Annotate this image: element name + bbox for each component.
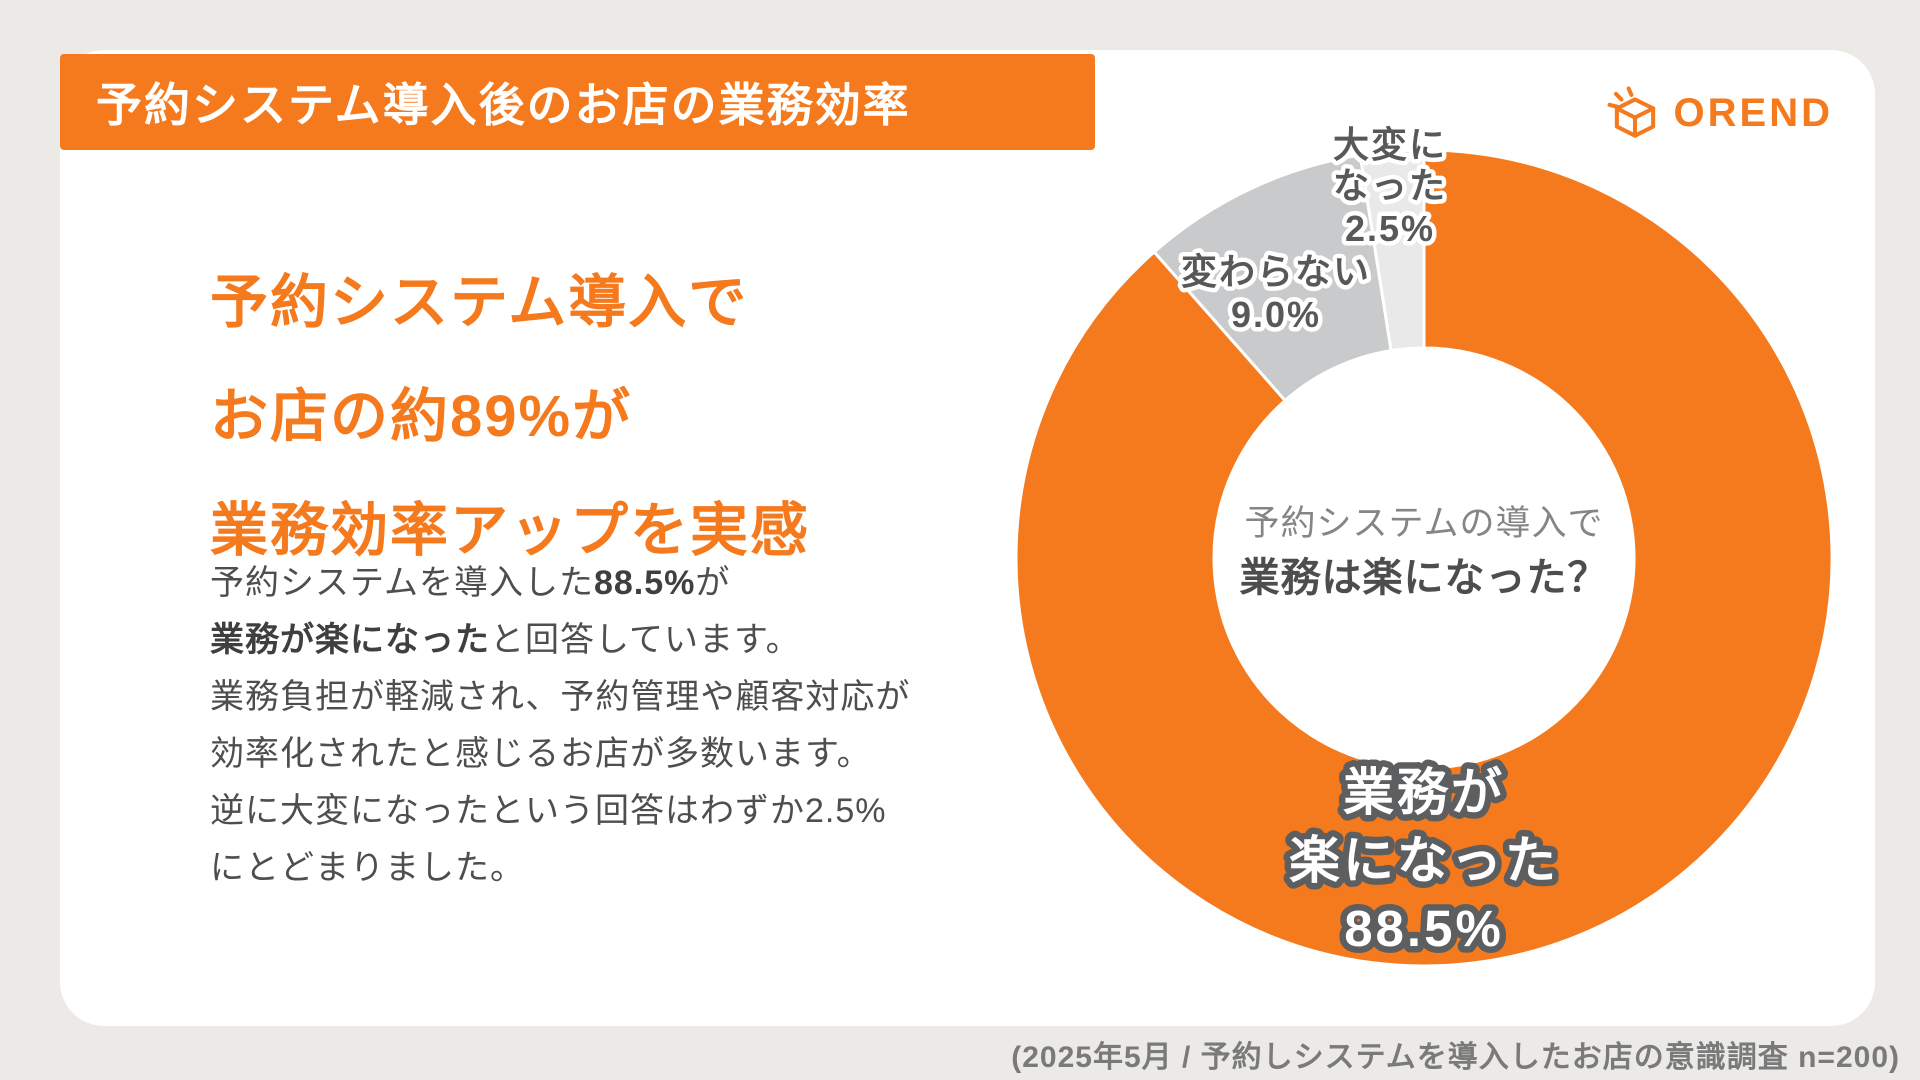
- donut-slice: [1358, 148, 1426, 353]
- desc-segment: 効率化されたと感じるお店が多数います。: [210, 735, 872, 773]
- desc-segment: と回答しています。: [490, 621, 801, 659]
- svg-text:大変に: 大変に: [1333, 124, 1447, 165]
- svg-text:業務は楽になった？: 業務は楽になった？: [1240, 556, 1609, 600]
- headline-line-3: 業務効率アップを実感: [210, 498, 811, 563]
- donut-slices: [1014, 148, 1834, 968]
- svg-text:9.0%: 9.0%: [1231, 294, 1321, 335]
- svg-text:88.5%: 88.5%: [1344, 900, 1504, 957]
- donut-chart-svg: 大変に なった 2.5% 変わらない 9.0% 予約システムの導入で 業務は楽に…: [1014, 120, 1834, 968]
- svg-text:変わらない: 変わらない: [1181, 251, 1371, 292]
- svg-text:楽になった: 楽になった: [1289, 832, 1559, 889]
- desc-segment: 業務負担が軽減され、予約管理や顧客対応が: [210, 678, 911, 716]
- slice-label-easy: 業務が 楽になった 88.5%: [1282, 758, 1562, 964]
- slice-label-hard: 大変に なった 2.5%: [1328, 120, 1449, 254]
- page-title: 予約システム導入後のお店の業務効率: [96, 79, 911, 131]
- headline: 予約システム導入で お店の約89%が 業務効率アップを実感: [210, 246, 810, 588]
- desc-segment: 逆に大変になったという回答はわずか2.5%: [210, 792, 887, 830]
- svg-text:2.5%: 2.5%: [1345, 208, 1435, 249]
- brand-logo-text: OREND: [1673, 90, 1833, 135]
- headline-line-2: お店の約89%が: [210, 384, 633, 449]
- brand-box-icon: [1607, 86, 1655, 138]
- source-note: (2025年5月 / 予約しシステムを導入したお店の意識調査 n=200): [1011, 1041, 1900, 1074]
- donut-center-question: 予約システムの導入で 業務は楽になった？: [1240, 504, 1609, 600]
- donut-chart: 大変に なった 2.5% 変わらない 9.0% 予約システムの導入で 業務は楽に…: [994, 88, 1854, 1028]
- desc-bold-answer: 業務が楽になった: [210, 621, 490, 659]
- desc-segment: 予約システムを導入した: [210, 564, 594, 602]
- headline-line-1: 予約システム導入で: [210, 270, 749, 335]
- svg-text:予約システムの導入で: 予約システムの導入で: [1245, 504, 1604, 543]
- content-card: 予約システム導入後のお店の業務効率 OREND 予約システム導入で お店の約89…: [60, 50, 1875, 1026]
- svg-text:業務が: 業務が: [1343, 764, 1505, 821]
- desc-bold-percent: 88.5%: [593, 564, 696, 602]
- slice-label-same: 変わらない 9.0%: [1176, 247, 1373, 340]
- title-badge: 予約システム導入後のお店の業務効率: [60, 54, 1095, 150]
- description-text: 予約システムを導入した88.5%が 業務が楽になったと回答しています。 業務負担…: [210, 555, 910, 897]
- svg-text:なった: なった: [1333, 165, 1447, 206]
- brand-logo: OREND: [1606, 84, 1833, 142]
- desc-segment: にとどまりました。: [210, 849, 525, 887]
- donut-slice: [1014, 148, 1834, 968]
- desc-segment: が: [695, 564, 731, 602]
